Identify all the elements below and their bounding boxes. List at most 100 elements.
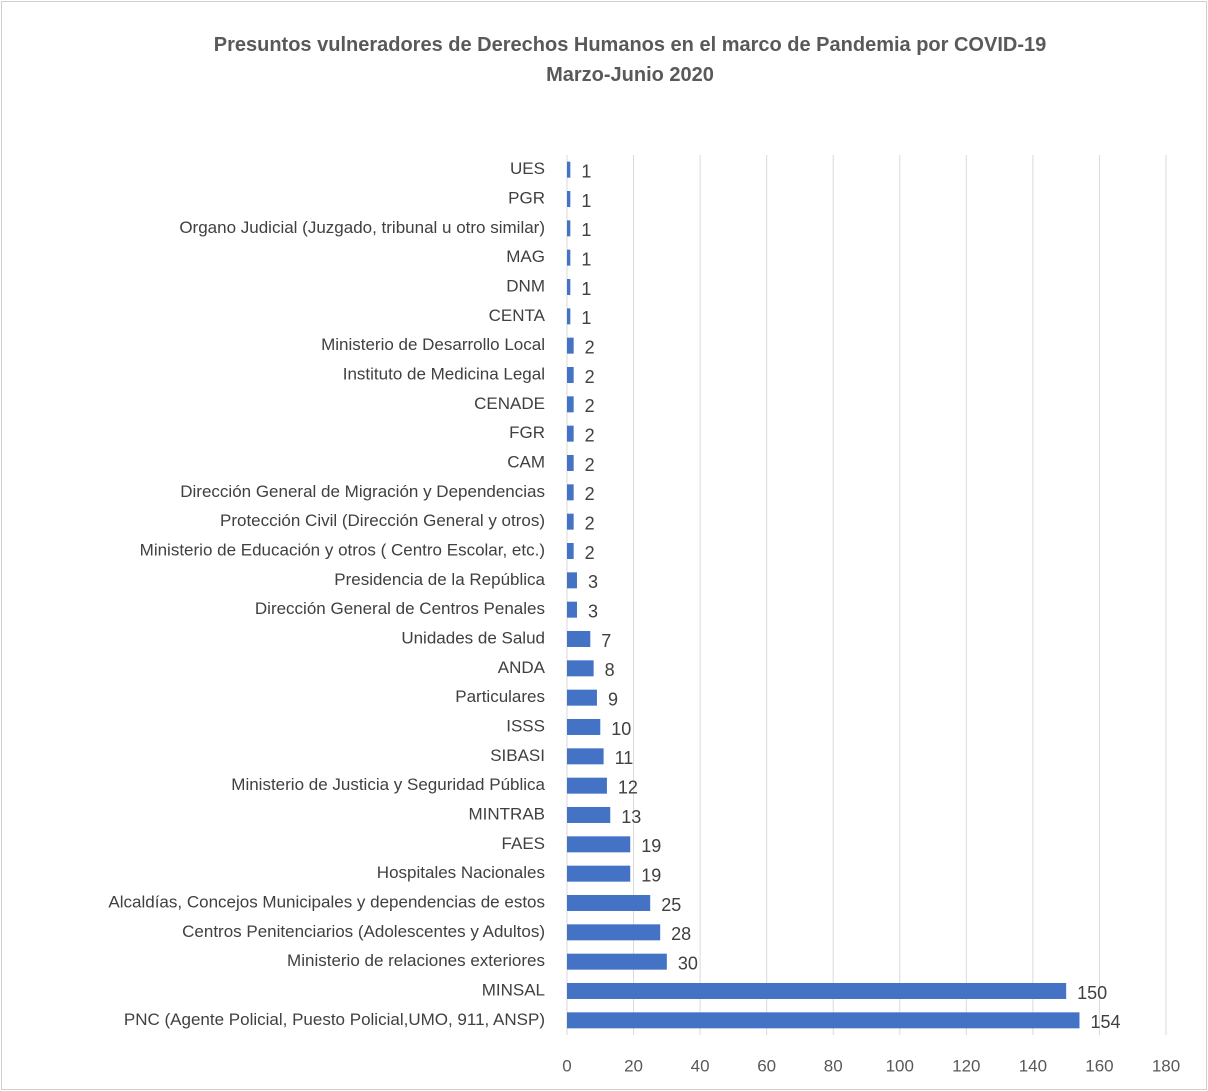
- bar: [567, 895, 651, 911]
- y-tick-label: Ministerio de Desarrollo Local: [321, 335, 545, 354]
- y-tick-label: FGR: [509, 423, 545, 442]
- x-tick-label: 180: [1152, 1056, 1180, 1075]
- bar: [567, 1012, 1080, 1029]
- value-label: 30: [678, 953, 698, 973]
- value-label: 1: [581, 279, 591, 299]
- bar: [567, 279, 571, 295]
- y-tick-label: Unidades de Salud: [401, 628, 545, 647]
- bar: [567, 484, 574, 501]
- y-tick-label: Instituto de Medicina Legal: [343, 364, 545, 383]
- y-tick-label: DNM: [506, 276, 545, 295]
- value-label: 2: [585, 367, 595, 387]
- y-tick-label: UES: [510, 159, 545, 178]
- x-tick-label: 100: [886, 1056, 914, 1075]
- value-label: 2: [585, 396, 595, 416]
- bar: [567, 191, 571, 207]
- value-label: 19: [641, 865, 661, 885]
- bar: [567, 865, 631, 882]
- y-tick-label: Ministerio de relaciones exteriores: [287, 951, 545, 970]
- value-label: 9: [608, 689, 618, 709]
- value-label: 1: [581, 191, 591, 211]
- bar: [567, 161, 571, 178]
- y-tick-label: Protección Civil (Dirección General y ot…: [220, 511, 545, 530]
- x-tick-label: 160: [1085, 1056, 1113, 1075]
- y-tick-label: CAM: [507, 452, 545, 471]
- y-tick-label: PNC (Agente Policial, Puesto Policial,UM…: [124, 1010, 545, 1029]
- bar: [567, 220, 571, 237]
- value-label: 28: [671, 924, 691, 944]
- bar: [567, 543, 574, 559]
- y-tick-label: ANDA: [498, 658, 546, 677]
- bar: [567, 777, 607, 794]
- y-tick-label: Dirección General de Migración y Depende…: [180, 482, 545, 501]
- value-label: 25: [661, 895, 681, 915]
- value-label: 2: [585, 484, 595, 504]
- x-tick-label: 140: [1019, 1056, 1047, 1075]
- value-label: 11: [615, 748, 634, 768]
- y-tick-label: MAG: [506, 247, 545, 266]
- bar: [567, 924, 661, 941]
- value-label: 1: [581, 308, 591, 328]
- bar: [567, 396, 574, 413]
- bar: [567, 367, 574, 383]
- y-tick-label: Presidencia de la República: [334, 570, 545, 589]
- y-tick-label: CENTA: [489, 306, 546, 325]
- value-label: 3: [588, 572, 598, 592]
- value-label: 2: [585, 425, 595, 445]
- bar: [567, 455, 574, 471]
- bar: [567, 308, 571, 325]
- value-label: 8: [605, 660, 615, 680]
- value-label: 3: [588, 601, 598, 621]
- value-label: 7: [601, 631, 611, 651]
- chart-subtitle: Marzo-Junio 2020: [546, 64, 714, 86]
- value-label: 13: [621, 807, 641, 827]
- value-label: 2: [585, 513, 595, 533]
- value-label: 2: [585, 455, 595, 475]
- bar: [567, 807, 611, 823]
- y-tick-label: Ministerio de Educación y otros ( Centro…: [140, 540, 545, 559]
- bar: [567, 572, 577, 589]
- y-tick-label: PGR: [508, 188, 545, 207]
- x-tick-label: 40: [691, 1056, 710, 1075]
- y-tick-label: MINTRAB: [469, 804, 546, 823]
- bar: [567, 953, 667, 970]
- bar: [567, 601, 577, 618]
- value-label: 19: [641, 836, 661, 856]
- bar: [567, 249, 571, 266]
- value-label: 1: [581, 220, 591, 240]
- y-tick-label: SIBASI: [490, 746, 545, 765]
- x-tick-label: 60: [757, 1056, 776, 1075]
- bar: [567, 631, 591, 647]
- y-tick-label: Dirección General de Centros Penales: [255, 599, 545, 618]
- bar: [567, 719, 601, 735]
- value-label: 2: [585, 337, 595, 357]
- bar: [567, 983, 1067, 999]
- value-label: 1: [581, 249, 591, 269]
- bar: [567, 836, 631, 853]
- y-tick-label: Particulares: [455, 687, 545, 706]
- bar: [567, 660, 594, 677]
- y-tick-label: Ministerio de Justicia y Seguridad Públi…: [231, 775, 545, 794]
- bar: [567, 689, 597, 706]
- value-label: 10: [611, 719, 631, 739]
- bar: [567, 337, 574, 354]
- y-tick-label: Centros Penitenciarios (Adolescentes y A…: [182, 922, 545, 941]
- y-tick-label: CENADE: [474, 394, 545, 413]
- x-tick-label: 20: [624, 1056, 643, 1075]
- y-tick-label: FAES: [502, 834, 545, 853]
- value-label: 2: [585, 543, 595, 563]
- x-tick-label: 0: [562, 1056, 571, 1075]
- value-label: 1: [581, 161, 591, 181]
- bar: [567, 425, 574, 442]
- y-tick-label: ISSS: [506, 716, 545, 735]
- y-tick-label: MINSAL: [482, 980, 545, 999]
- y-tick-label: Alcaldías, Concejos Municipales y depend…: [108, 892, 545, 911]
- bar: [567, 513, 574, 530]
- titles: Presuntos vulneradores de Derechos Human…: [150, 30, 1110, 90]
- chart-title: Presuntos vulneradores de Derechos Human…: [213, 34, 1047, 56]
- value-label: 154: [1090, 1012, 1120, 1032]
- value-label: 150: [1077, 983, 1107, 1003]
